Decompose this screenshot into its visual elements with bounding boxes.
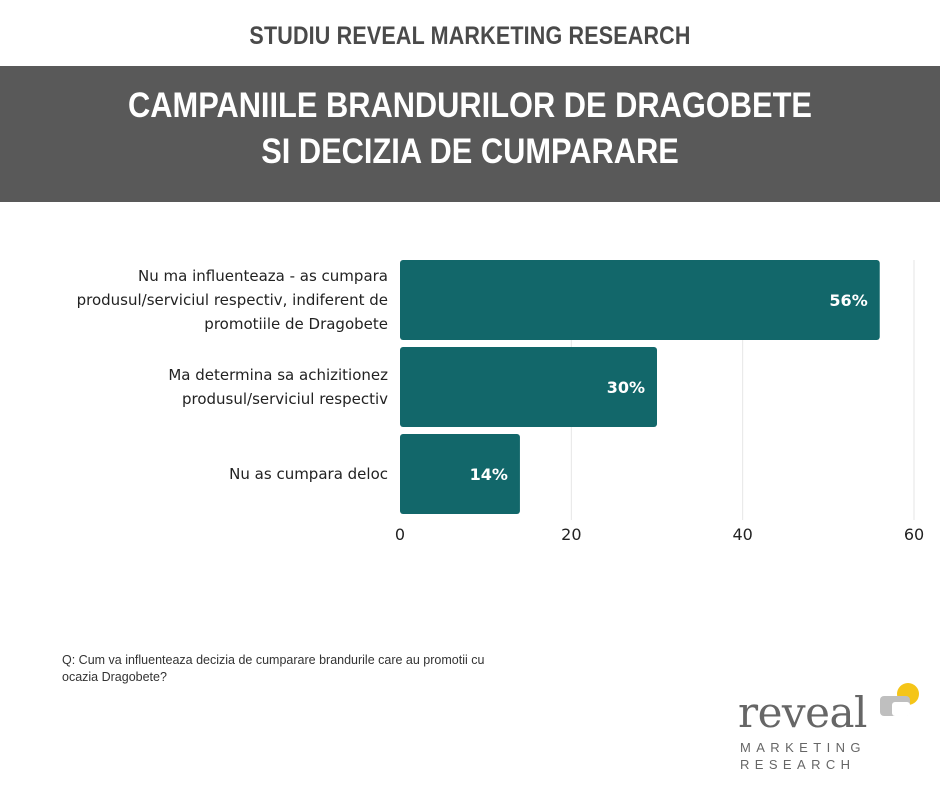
title-banner: CAMPANIILE BRANDURILOR DE DRAGOBETE SI D… xyxy=(0,66,940,202)
category-label-line: Ma determina sa achizitionez xyxy=(168,366,388,384)
study-title: STUDIU REVEAL MARKETING RESEARCH xyxy=(249,22,691,50)
bar-value-label: 56% xyxy=(829,291,867,310)
category-label: Nu ma influenteaza - as cumpara produsul/… xyxy=(28,264,388,336)
x-tick-label: 40 xyxy=(732,525,752,544)
survey-question-line-2: ocazia Dragobete? xyxy=(62,670,167,684)
bar-chart: 0 20 40 60 56% 30% 14% xyxy=(395,260,924,544)
logo-subtitle-1: MARKETING xyxy=(740,740,866,755)
survey-question-line-1: Q: Cum va influenteaza decizia de cumpar… xyxy=(62,653,485,667)
bar xyxy=(400,260,880,340)
reveal-logo: reveal MARKETING RESEARCH xyxy=(738,680,928,780)
chart-title-line-1: CAMPANIILE BRANDURILOR DE DRAGOBETE xyxy=(128,86,812,125)
category-label: Ma determina sa achizitionez produsul/ser… xyxy=(28,363,388,411)
bar xyxy=(400,347,657,427)
category-label: Nu as cumpara deloc xyxy=(28,462,388,486)
bar xyxy=(400,434,520,514)
logo-subtitle-2: RESEARCH xyxy=(740,757,856,772)
category-label-line: Nu ma influenteaza - as cumpara xyxy=(138,267,388,285)
x-tick-label: 20 xyxy=(561,525,581,544)
x-tick-label: 60 xyxy=(904,525,924,544)
category-label-line: promotiile de Dragobete xyxy=(204,315,388,333)
bar-value-label: 14% xyxy=(470,465,508,484)
category-label-line: produsul/serviciul respectiv xyxy=(181,390,388,408)
logo-mark-icon xyxy=(880,683,919,716)
category-label-line: produsul/serviciul respectiv, indiferent… xyxy=(76,291,388,309)
chart-title-line-2: SI DECIZIA DE CUMPARARE xyxy=(261,132,679,171)
category-label-line: Nu as cumpara deloc xyxy=(229,465,388,483)
x-tick-label: 0 xyxy=(395,525,405,544)
logo-word: reveal xyxy=(738,688,868,737)
survey-question: Q: Cum va influenteaza decizia de cumpar… xyxy=(62,652,582,686)
bar-value-label: 30% xyxy=(607,378,645,397)
